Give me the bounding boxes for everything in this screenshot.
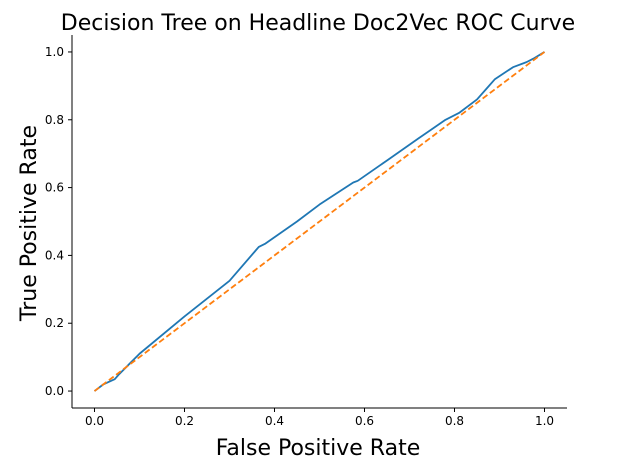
chart-title: Decision Tree on Headline Doc2Vec ROC Cu… [61, 11, 575, 36]
y-axis-label: True Positive Rate [17, 125, 42, 322]
y-tick-label: 0.6 [45, 181, 64, 195]
y-tick-label: 0.8 [45, 113, 64, 127]
x-tick-label: 0.0 [85, 414, 104, 428]
y-axis-ticks: 0.0 0.2 0.4 0.6 0.8 1.0 [45, 45, 72, 398]
plot-area: 0.0 0.2 0.4 0.6 0.8 1.0 0.0 0.2 0.4 0.6 0.8 1.0 [45, 35, 567, 428]
x-tick-label: 0.4 [265, 414, 284, 428]
x-tick-label: 0.6 [355, 414, 374, 428]
x-axis-ticks: 0.0 0.2 0.4 0.6 0.8 1.0 [85, 408, 554, 428]
x-tick-label: 0.2 [175, 414, 194, 428]
x-tick-label: 0.8 [445, 414, 464, 428]
y-tick-label: 0.2 [45, 316, 64, 330]
roc-curve-line [93, 51, 545, 392]
x-axis-label: False Positive Rate [216, 436, 420, 461]
y-tick-label: 0.4 [45, 248, 64, 262]
x-tick-label: 1.0 [535, 414, 554, 428]
y-tick-label: 1.0 [45, 45, 64, 59]
series-layer [93, 51, 546, 392]
y-tick-label: 0.0 [45, 384, 64, 398]
chance-diagonal-line [93, 51, 546, 392]
